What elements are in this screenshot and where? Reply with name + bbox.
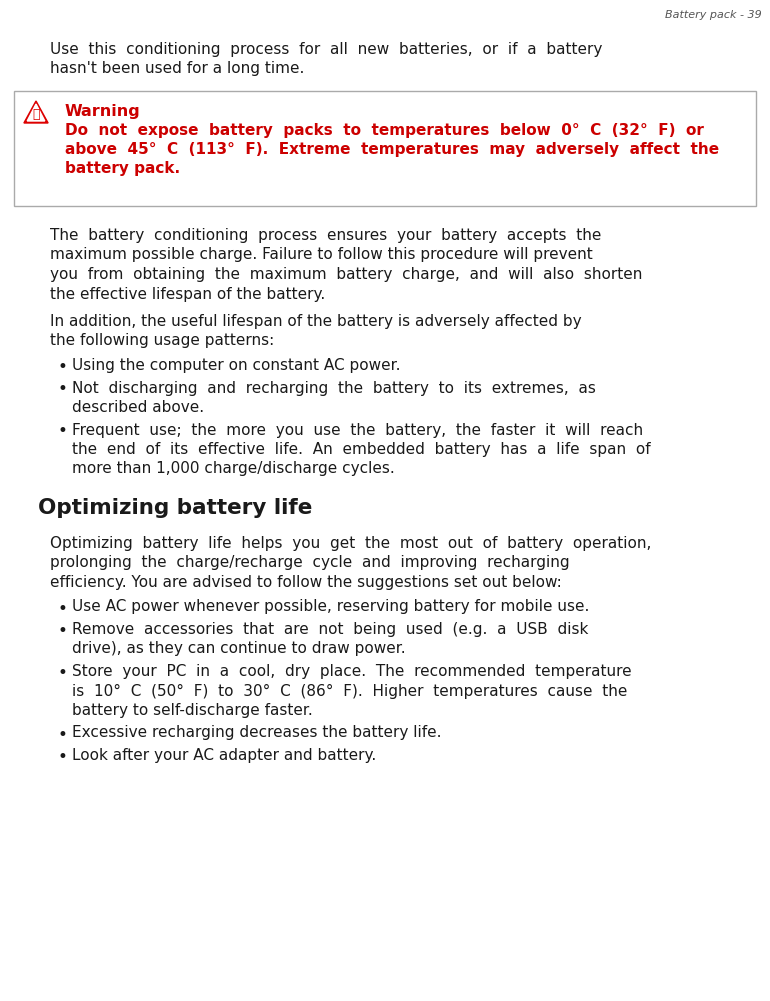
Text: •: • (57, 358, 67, 376)
Text: ✋: ✋ (32, 108, 40, 121)
Text: Optimizing battery life: Optimizing battery life (38, 498, 313, 518)
Text: hasn't been used for a long time.: hasn't been used for a long time. (50, 61, 304, 76)
Text: •: • (57, 422, 67, 440)
Text: •: • (57, 664, 67, 682)
Text: Battery pack - 39: Battery pack - 39 (665, 10, 762, 20)
Text: Do  not  expose  battery  packs  to  temperatures  below  0°  C  (32°  F)  or: Do not expose battery packs to temperatu… (65, 122, 704, 137)
Polygon shape (24, 101, 48, 123)
Text: prolonging  the  charge/recharge  cycle  and  improving  recharging: prolonging the charge/recharge cycle and… (50, 556, 570, 571)
Text: the  end  of  its  effective  life.  An  embedded  battery  has  a  life  span  : the end of its effective life. An embedd… (72, 442, 651, 457)
Text: •: • (57, 380, 67, 398)
Text: Use  this  conditioning  process  for  all  new  batteries,  or  if  a  battery: Use this conditioning process for all ne… (50, 42, 602, 57)
Text: In addition, the useful lifespan of the battery is adversely affected by: In addition, the useful lifespan of the … (50, 314, 581, 329)
Text: the following usage patterns:: the following usage patterns: (50, 333, 274, 348)
Text: maximum possible charge. Failure to follow this procedure will prevent: maximum possible charge. Failure to foll… (50, 247, 593, 262)
Text: Look after your AC adapter and battery.: Look after your AC adapter and battery. (72, 748, 377, 763)
Text: Optimizing  battery  life  helps  you  get  the  most  out  of  battery  operati: Optimizing battery life helps you get th… (50, 536, 651, 551)
Text: is  10°  C  (50°  F)  to  30°  C  (86°  F).  Higher  temperatures  cause  the: is 10° C (50° F) to 30° C (86° F). Highe… (72, 684, 628, 699)
Text: drive), as they can continue to draw power.: drive), as they can continue to draw pow… (72, 642, 406, 657)
Text: the effective lifespan of the battery.: the effective lifespan of the battery. (50, 286, 325, 301)
Text: Frequent  use;  the  more  you  use  the  battery,  the  faster  it  will  reach: Frequent use; the more you use the batte… (72, 422, 643, 437)
Text: efficiency. You are advised to follow the suggestions set out below:: efficiency. You are advised to follow th… (50, 575, 562, 590)
Text: described above.: described above. (72, 400, 204, 415)
Text: battery pack.: battery pack. (65, 161, 180, 176)
Text: •: • (57, 748, 67, 766)
Text: •: • (57, 622, 67, 640)
Text: •: • (57, 726, 67, 744)
Text: Warning: Warning (65, 104, 141, 119)
Text: The  battery  conditioning  process  ensures  your  battery  accepts  the: The battery conditioning process ensures… (50, 228, 601, 243)
Text: Remove  accessories  that  are  not  being  used  (e.g.  a  USB  disk: Remove accessories that are not being us… (72, 622, 588, 637)
Text: above  45°  C  (113°  F).  Extreme  temperatures  may  adversely  affect  the: above 45° C (113° F). Extreme temperatur… (65, 142, 719, 157)
Text: Use AC power whenever possible, reserving battery for mobile use.: Use AC power whenever possible, reservin… (72, 600, 589, 615)
Text: Not  discharging  and  recharging  the  battery  to  its  extremes,  as: Not discharging and recharging the batte… (72, 380, 596, 395)
Text: Using the computer on constant AC power.: Using the computer on constant AC power. (72, 358, 400, 373)
Polygon shape (27, 104, 45, 121)
Text: more than 1,000 charge/discharge cycles.: more than 1,000 charge/discharge cycles. (72, 461, 395, 476)
Text: battery to self-discharge faster.: battery to self-discharge faster. (72, 703, 313, 718)
Text: Excessive recharging decreases the battery life.: Excessive recharging decreases the batte… (72, 726, 441, 741)
FancyBboxPatch shape (14, 91, 756, 206)
Text: •: • (57, 600, 67, 618)
Text: Store  your  PC  in  a  cool,  dry  place.  The  recommended  temperature: Store your PC in a cool, dry place. The … (72, 664, 631, 679)
Text: you  from  obtaining  the  maximum  battery  charge,  and  will  also  shorten: you from obtaining the maximum battery c… (50, 267, 642, 282)
